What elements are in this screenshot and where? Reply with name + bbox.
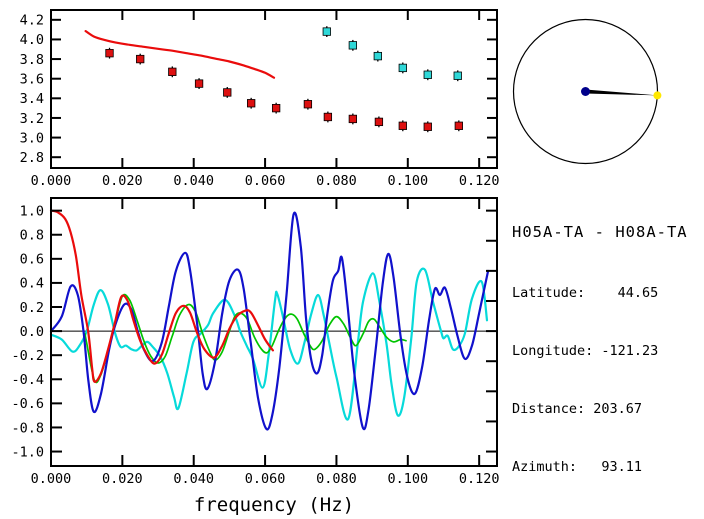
distance-line: Distance: 203.67 (512, 401, 643, 418)
svg-text:0.060: 0.060 (245, 173, 286, 189)
axis-tick-labels: 0.000 0.020 0.040 0.060 0.080 0.100 0.120 1.0 0.… (11, 203, 499, 487)
series-bessel-fit-curve (84, 293, 407, 384)
station-center-dot (581, 87, 590, 96)
azimuth-pointer (585, 89, 658, 96)
series-group (84, 26, 463, 133)
series-smoothed-spectrum-curve (49, 209, 274, 383)
data-point-marker (398, 63, 407, 73)
data-point-marker (271, 103, 281, 113)
data-point-marker (322, 27, 331, 36)
data-point-marker (348, 114, 358, 124)
plot-frame (50, 9, 498, 169)
station-info: H05A-TA - H08A-TA Latitude: 44.65 Longit… (512, 183, 688, 519)
svg-text:0.100: 0.100 (387, 173, 428, 189)
data-point-marker (323, 112, 333, 122)
longitude-line: Longitude: -121.23 (512, 342, 659, 359)
svg-text:0.6: 0.6 (20, 252, 44, 268)
svg-text:0.060: 0.060 (245, 471, 286, 487)
data-point-marker (194, 79, 204, 88)
azimuth-line: Azimuth: 93.11 (512, 459, 643, 476)
svg-text:0.020: 0.020 (102, 471, 143, 487)
svg-text:4.2: 4.2 (20, 13, 44, 29)
data-point-marker (423, 122, 432, 131)
svg-text:2.8: 2.8 (20, 150, 44, 166)
series-alternate-velocity-points (322, 26, 462, 82)
data-point-marker (454, 121, 463, 130)
svg-text:0.0: 0.0 (20, 324, 44, 340)
svg-text:0.040: 0.040 (173, 173, 214, 189)
latitude-line: Latitude: 44.65 (512, 284, 659, 301)
azimuth-compass (512, 18, 662, 165)
svg-text:0.4: 0.4 (20, 276, 44, 292)
station-pair-title: H05A-TA - H08A-TA (512, 222, 688, 241)
records-line: Records: 924 (512, 517, 688, 519)
data-point-marker (453, 71, 462, 80)
axis-ticks (50, 199, 496, 465)
data-point-marker (373, 51, 382, 61)
series-predicted-dispersion-curve (84, 30, 276, 79)
svg-text:0.120: 0.120 (459, 173, 500, 189)
x-axis-title: frequency (Hz) (194, 494, 354, 516)
svg-text:0.8: 0.8 (20, 228, 44, 244)
svg-text:3.2: 3.2 (20, 111, 44, 127)
svg-text:0.2: 0.2 (20, 300, 44, 316)
data-point-marker (223, 88, 232, 97)
svg-text:0.100: 0.100 (387, 471, 428, 487)
series-imaginary-spectrum-curve (49, 267, 489, 421)
azimuth-tip-dot (653, 91, 662, 100)
svg-text:3.4: 3.4 (20, 91, 44, 107)
svg-text:-0.4: -0.4 (11, 372, 44, 388)
data-point-marker (247, 99, 256, 108)
plot-frame (50, 197, 498, 467)
svg-text:3.8: 3.8 (20, 52, 44, 68)
svg-text:0.000: 0.000 (31, 173, 72, 189)
data-point-marker (303, 100, 313, 109)
data-point-marker (374, 117, 384, 127)
svg-text:0.080: 0.080 (316, 471, 357, 487)
svg-text:-0.6: -0.6 (11, 396, 44, 412)
svg-text:-0.2: -0.2 (11, 348, 44, 364)
dispersion-chart[interactable]: 0.000 0.020 0.040 0.060 0.080 0.100 0.120 2.8 3.… (0, 0, 500, 195)
svg-text:0.000: 0.000 (31, 471, 72, 487)
svg-text:4.0: 4.0 (20, 32, 44, 48)
svg-text:3.6: 3.6 (20, 71, 44, 87)
series-group (49, 209, 490, 431)
data-point-marker (348, 41, 358, 50)
axis-ticks (50, 11, 496, 167)
svg-text:0.020: 0.020 (102, 173, 143, 189)
series-real-spectrum-curve (49, 211, 490, 431)
svg-text:0.120: 0.120 (459, 471, 500, 487)
data-point-marker (398, 121, 407, 130)
svg-text:-0.8: -0.8 (11, 420, 44, 436)
svg-text:3.0: 3.0 (20, 130, 44, 146)
data-point-marker (168, 67, 177, 76)
data-point-marker (105, 49, 114, 58)
svg-text:0.040: 0.040 (173, 471, 214, 487)
svg-text:-1.0: -1.0 (11, 444, 44, 460)
data-point-marker (136, 54, 145, 64)
svg-text:0.080: 0.080 (316, 173, 357, 189)
svg-text:1.0: 1.0 (20, 203, 44, 219)
cross-spectrum-chart[interactable]: 0.000 0.020 0.040 0.060 0.080 0.100 0.120 1.0 0.… (0, 195, 500, 519)
data-point-marker (423, 70, 432, 79)
series-measured-velocity-points (105, 47, 463, 133)
axis-tick-labels: 0.000 0.020 0.040 0.060 0.080 0.100 0.120 2.8 3.… (20, 13, 500, 189)
